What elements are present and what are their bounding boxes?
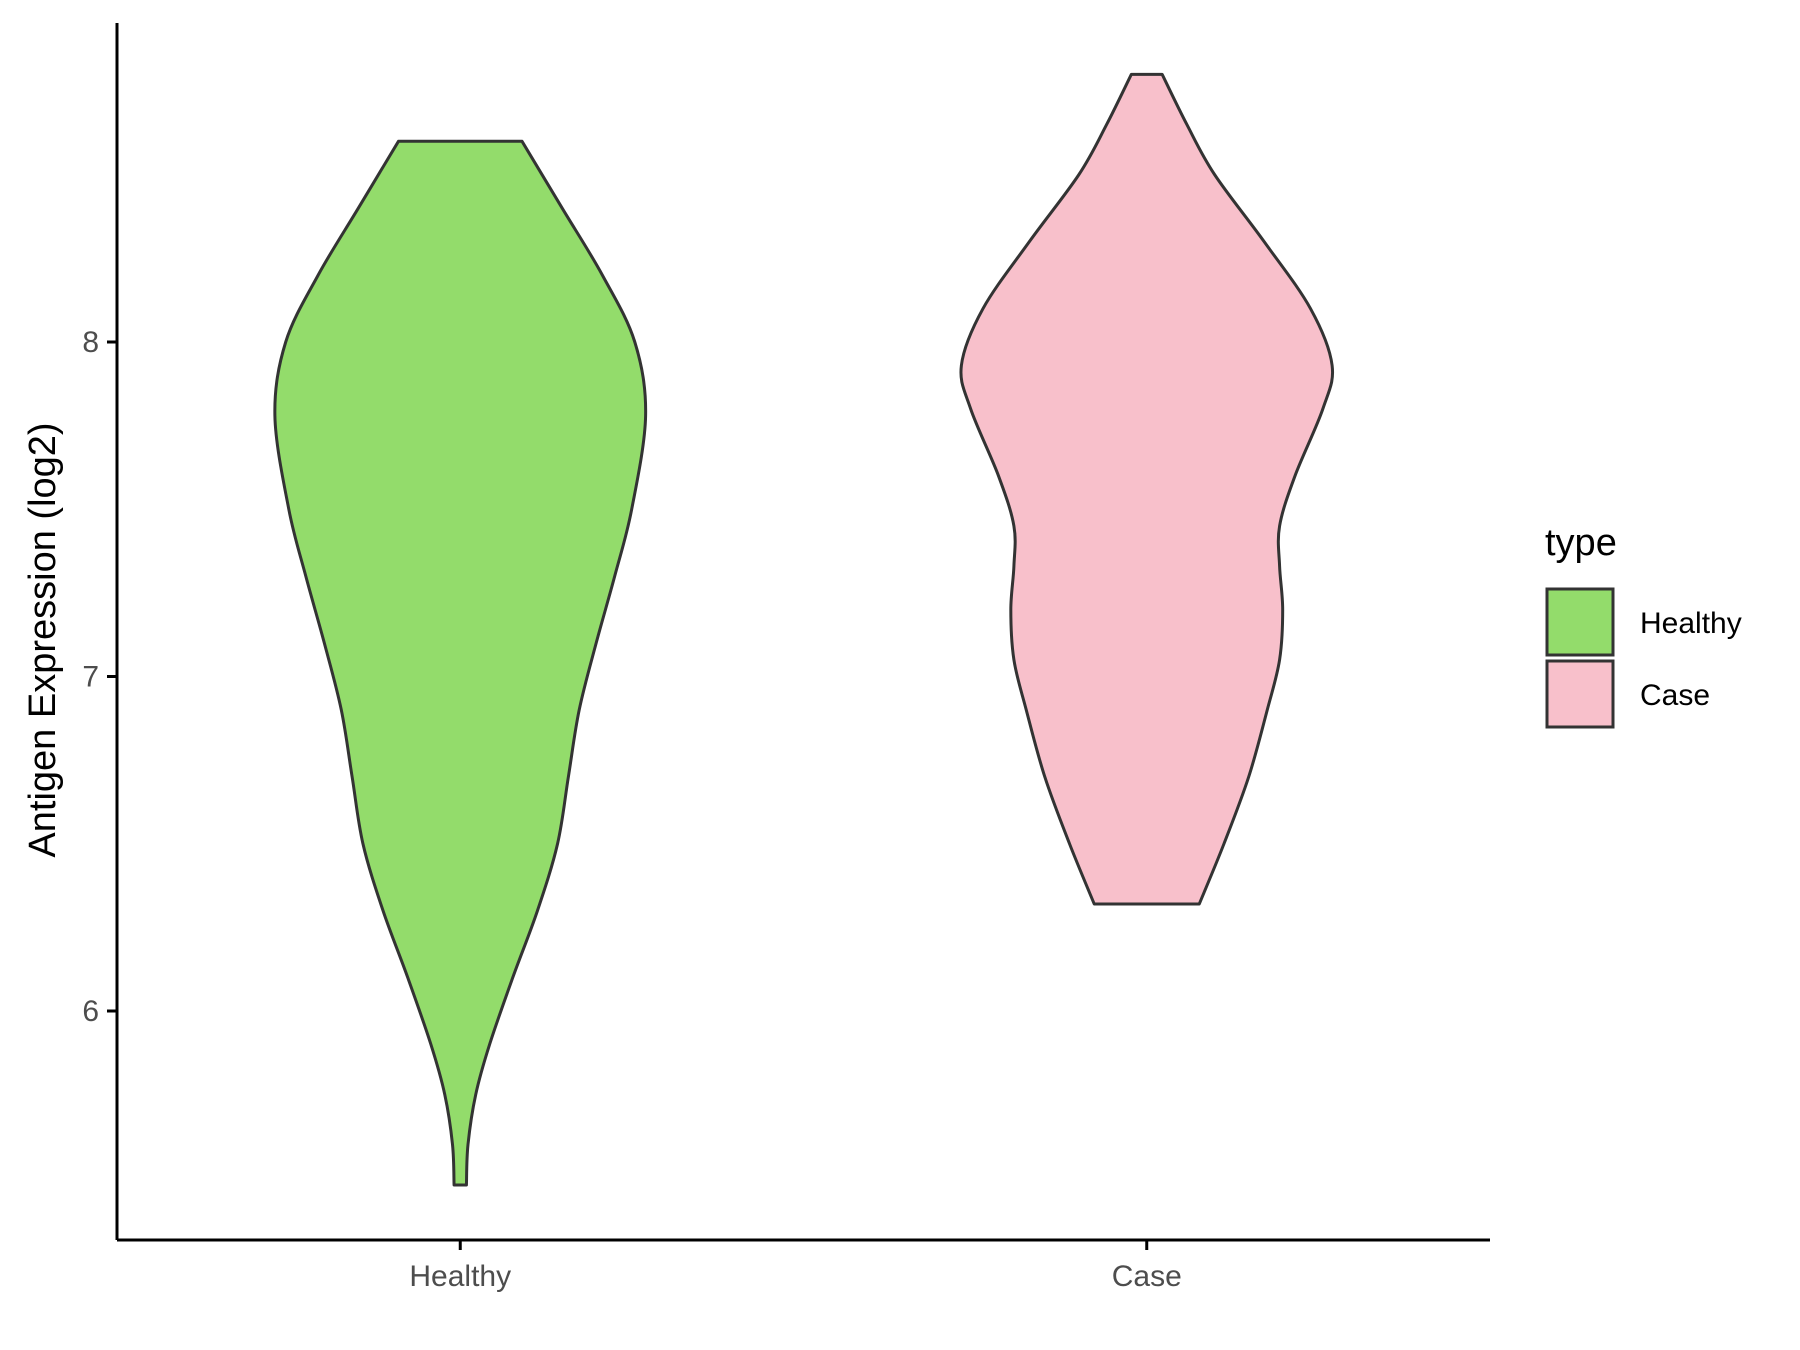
y-ticks: 6 7 8 xyxy=(82,326,117,1028)
legend-title: type xyxy=(1545,522,1617,564)
violin-case xyxy=(959,72,1335,906)
legend-label-healthy: Healthy xyxy=(1640,607,1742,640)
legend-label-case: Case xyxy=(1640,679,1710,712)
violin-layer xyxy=(273,72,1335,1187)
y-tick-label: 7 xyxy=(82,661,99,694)
x-ticks: Healthy Case xyxy=(409,1240,1182,1293)
y-tick-label: 8 xyxy=(82,326,99,359)
violin-healthy xyxy=(273,139,648,1187)
y-axis-title: Antigen Expression (log2) xyxy=(22,422,64,857)
legend-swatch-case xyxy=(1545,659,1615,729)
y-tick-label: 6 xyxy=(82,995,99,1028)
x-tick-label-healthy: Healthy xyxy=(409,1260,511,1293)
x-tick-label-case: Case xyxy=(1112,1260,1182,1293)
legend: type Healthy Case xyxy=(1545,522,1742,729)
axes xyxy=(115,23,1490,1242)
legend-swatch-healthy xyxy=(1545,587,1615,657)
